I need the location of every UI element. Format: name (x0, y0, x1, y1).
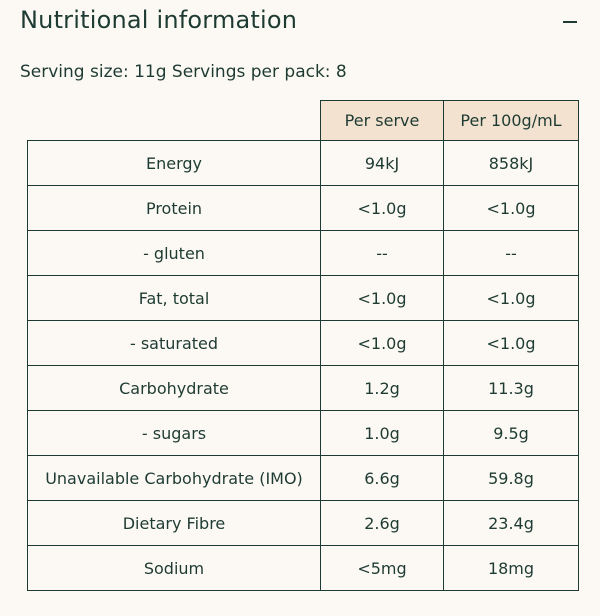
column-header: Per serve (320, 100, 444, 141)
nutrient-value: 1.0g (320, 410, 444, 456)
empty-header (27, 100, 321, 141)
nutrient-row: Sodium <5mg 18mg (27, 545, 579, 591)
nutrient-row: Carbohydrate 1.2g 11.3g (27, 365, 579, 411)
nutrient-row: - saturated <1.0g <1.0g (27, 320, 579, 366)
nutrient-value: 94kJ (320, 140, 444, 186)
section-title: Nutritional information (20, 6, 298, 34)
nutrient-value: 1.2g (320, 365, 444, 411)
nutrient-value: 6.6g (320, 455, 444, 501)
nutrient-value: <1.0g (320, 275, 444, 321)
nutrient-name: Fat, total (27, 275, 321, 321)
nutrient-value: <1.0g (320, 185, 444, 231)
nutrient-value: -- (443, 230, 579, 276)
collapse-toggle[interactable] (562, 12, 578, 32)
nutrient-value: 9.5g (443, 410, 579, 456)
nutrient-name: Protein (27, 185, 321, 231)
nutrient-value: <1.0g (443, 185, 579, 231)
nutrient-name: - gluten (27, 230, 321, 276)
nutrient-row: Protein <1.0g <1.0g (27, 185, 579, 231)
nutrient-row: - sugars 1.0g 9.5g (27, 410, 579, 456)
nutrient-name: Energy (27, 140, 321, 186)
nutrient-row: Unavailable Carbohydrate (IMO) 6.6g 59.8g (27, 455, 579, 501)
nutrient-name: - saturated (27, 320, 321, 366)
nutrient-name: Sodium (27, 545, 321, 591)
nutrient-name: Unavailable Carbohydrate (IMO) (27, 455, 321, 501)
serving-info: Serving size: 11g Servings per pack: 8 (20, 62, 347, 82)
nutrient-name: - sugars (27, 410, 321, 456)
header-row: Per serve Per 100g/mL (27, 100, 579, 141)
nutrient-value: 2.6g (320, 500, 444, 546)
nutrient-row: Energy 94kJ 858kJ (27, 140, 579, 186)
nutrition-table: Per serve Per 100g/mL Energy 94kJ 858kJ Prot… (27, 100, 579, 591)
nutrient-name: Carbohydrate (27, 365, 321, 411)
nutrient-name: Dietary Fibre (27, 500, 321, 546)
nutrient-value: 858kJ (443, 140, 579, 186)
nutrient-value: -- (320, 230, 444, 276)
nutrient-row: - gluten -- -- (27, 230, 579, 276)
nutrient-value: <1.0g (443, 320, 579, 366)
nutrient-row: Dietary Fibre 2.6g 23.4g (27, 500, 579, 546)
nutrient-value: <1.0g (320, 320, 444, 366)
nutrient-value: 18mg (443, 545, 579, 591)
nutrient-value: 11.3g (443, 365, 579, 411)
nutrient-row: Fat, total <1.0g <1.0g (27, 275, 579, 321)
nutrient-value: 59.8g (443, 455, 579, 501)
nutrient-value: 23.4g (443, 500, 579, 546)
nutrient-value: <5mg (320, 545, 444, 591)
column-header: Per 100g/mL (443, 100, 579, 141)
nutrient-value: <1.0g (443, 275, 579, 321)
